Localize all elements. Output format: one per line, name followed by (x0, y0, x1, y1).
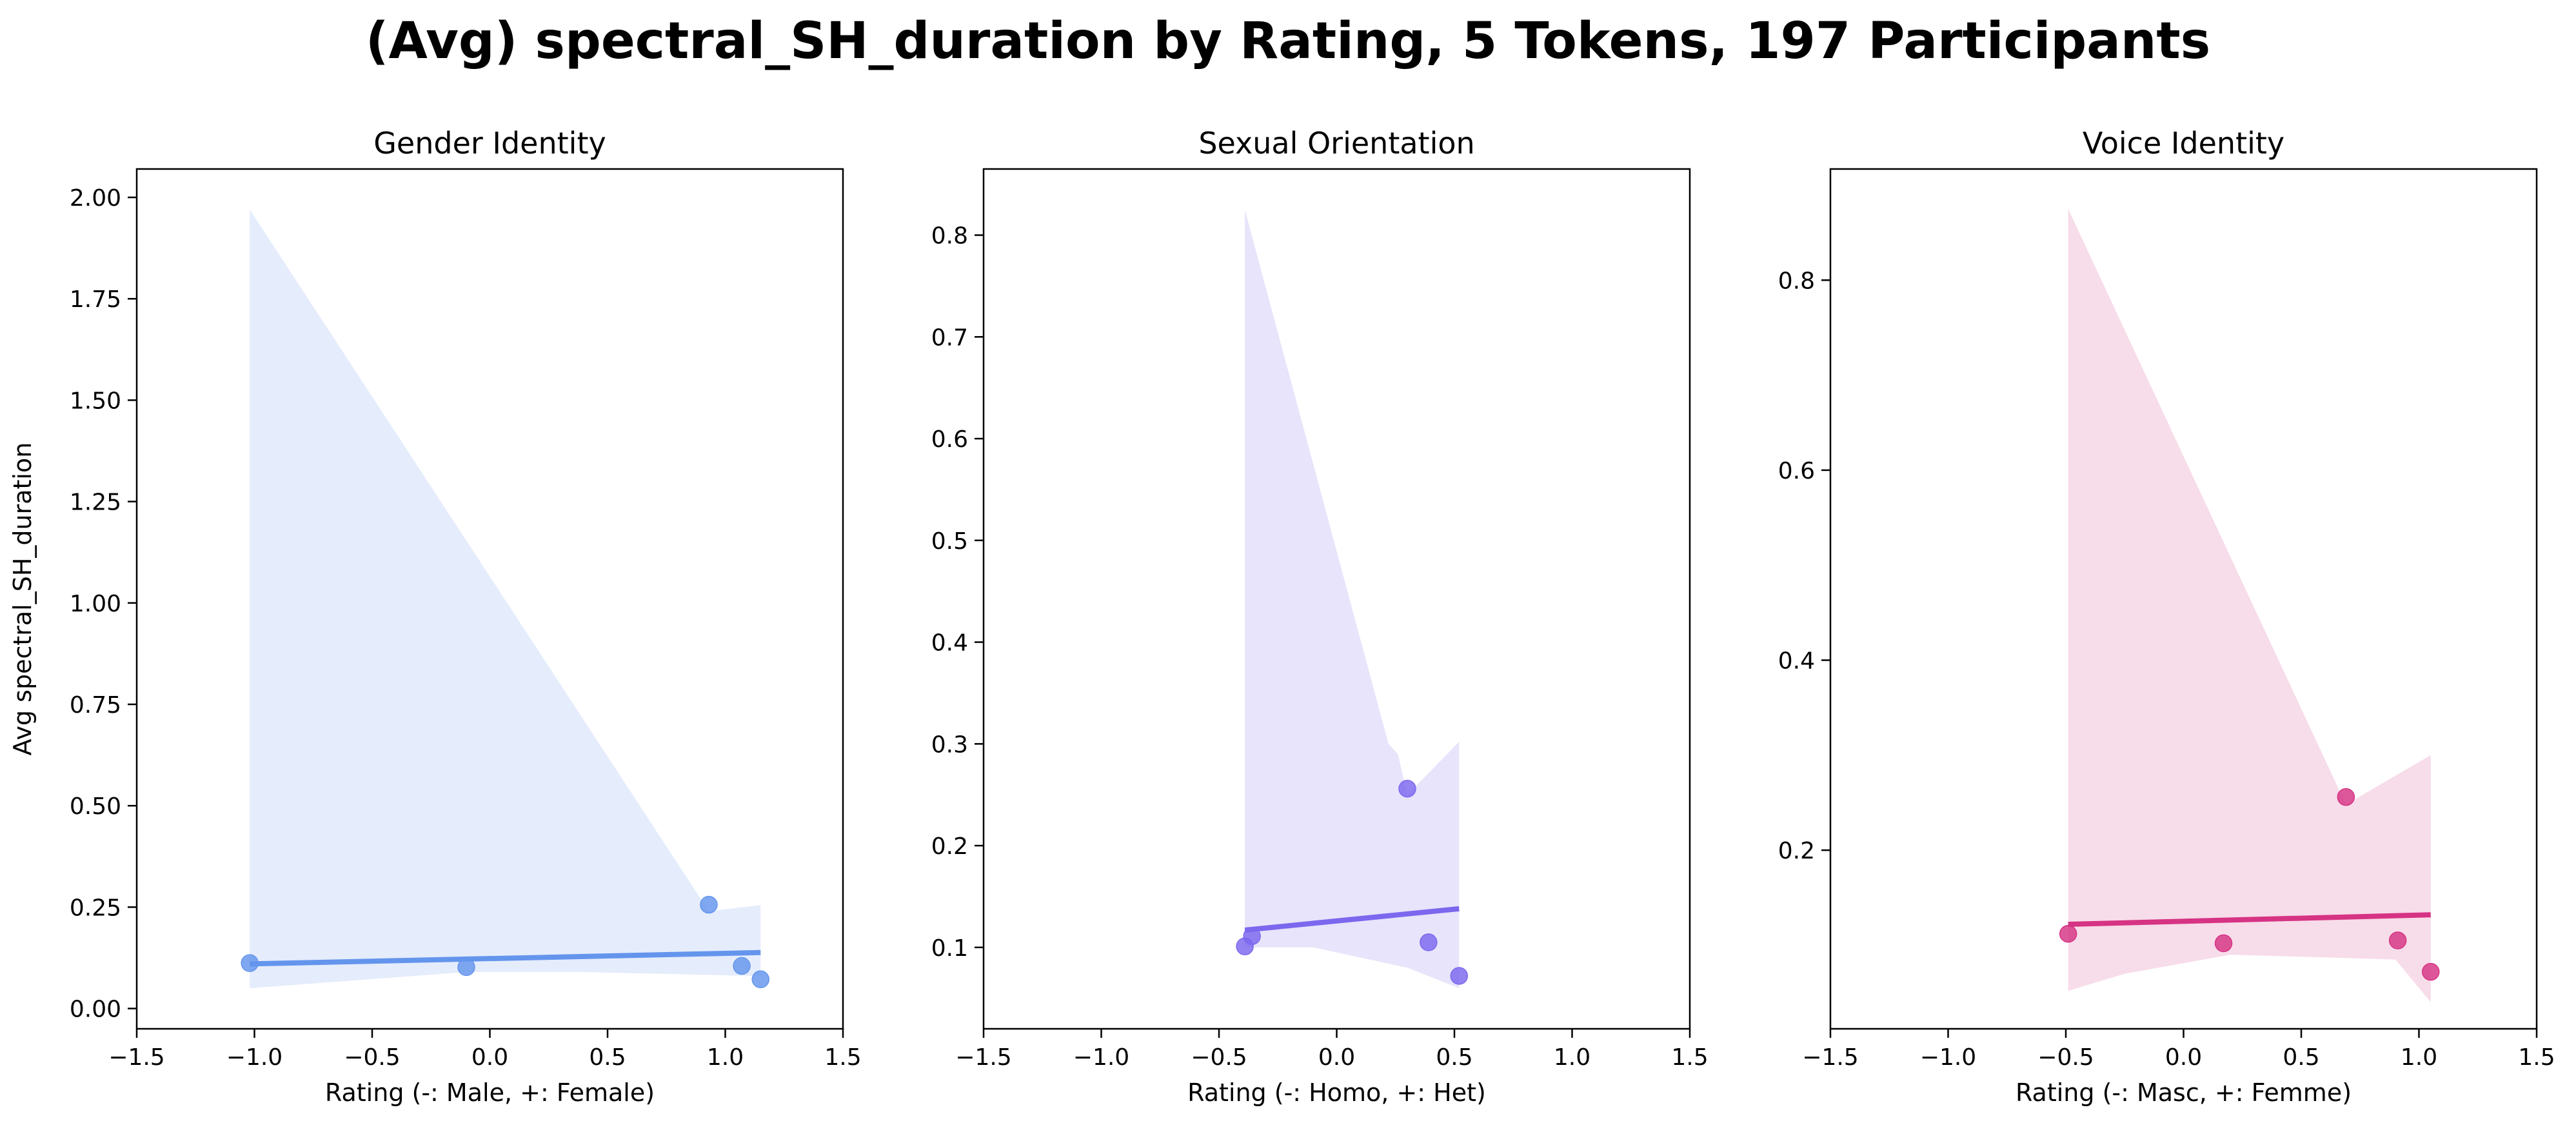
y-tick-label: 0.3 (931, 731, 968, 758)
data-point-5 (1450, 967, 1469, 985)
x-tick-label: 1.5 (824, 1044, 861, 1071)
regression-line (1244, 906, 1460, 933)
data-point-2 (457, 958, 475, 977)
regression-line (250, 949, 761, 967)
x-tick-label: 0.0 (1318, 1044, 1355, 1071)
panel-2: −1.5 −1.0 −0.5 0.0 0.5 1.0 1.5 0.1 0.2 0.3 0.4 0.5 0… (931, 126, 1709, 1107)
plot-area (241, 209, 769, 989)
chart-panels: −1.5 −1.0 −0.5 0.0 0.5 1.0 1.5 0.00 0.25 0.50 0.75… (8, 126, 2555, 1107)
confidence-band (1245, 210, 1460, 988)
y-tick-label: 0.2 (1778, 838, 1815, 864)
data-point-2 (2214, 934, 2233, 953)
panel-title: Sexual Orientation (1198, 126, 1474, 161)
data-point-3 (700, 895, 718, 914)
x-axis-label: Rating (-: Homo, +: Het) (1187, 1078, 1486, 1107)
x-axis-label: Rating (-: Male, +: Female) (325, 1078, 655, 1107)
x-tick-label: −1.5 (108, 1044, 164, 1071)
x-tick-label: −0.5 (2037, 1044, 2094, 1071)
x-tick-label: 0.0 (2165, 1044, 2202, 1071)
y-tick-label: 1.00 (70, 591, 121, 617)
data-point-2 (1243, 927, 1261, 946)
data-point-1 (241, 954, 259, 972)
x-tick-label: 0.0 (471, 1044, 508, 1071)
y-tick-label: 0.4 (1778, 648, 1815, 675)
y-tick-label: 0.8 (931, 223, 968, 250)
data-point-3 (2337, 788, 2355, 806)
y-tick-label: 0.4 (931, 630, 968, 657)
y-axis-label: Avg spectral_SH_duration (8, 442, 37, 756)
y-tick-label: 0.25 (70, 895, 121, 921)
data-point-4 (733, 957, 751, 975)
y-tick-label: 0.75 (70, 692, 121, 719)
panel-title: Voice Identity (2083, 126, 2284, 161)
panel-1: −1.5 −1.0 −0.5 0.0 0.5 1.0 1.5 0.00 0.25 0.50 0.75… (8, 126, 862, 1107)
y-tick-label: 1.25 (70, 490, 121, 516)
x-tick-label: −1.5 (1802, 1044, 1858, 1071)
y-tick-label: 2.00 (70, 185, 121, 212)
x-tick-label: −1.5 (955, 1044, 1011, 1071)
y-tick-label: 0.6 (931, 426, 968, 453)
y-tick-label: 0.00 (70, 997, 121, 1023)
data-point-1 (2059, 924, 2077, 943)
y-tick-label: 0.1 (931, 935, 968, 962)
x-tick-label: 1.0 (2401, 1044, 2437, 1071)
x-tick-label: 1.0 (707, 1044, 744, 1071)
confidence-band (250, 209, 761, 989)
plot-area (2059, 208, 2440, 1002)
y-tick-label: 0.5 (931, 528, 968, 555)
y-tick-label: 0.8 (1778, 268, 1815, 294)
x-tick-label: 1.5 (2518, 1044, 2555, 1071)
panel-3: −1.5 −1.0 −0.5 0.0 0.5 1.0 1.5 0.2 0.4 0.6 0.8 Voic… (1778, 126, 2555, 1107)
data-point-5 (751, 970, 769, 989)
x-tick-label: −0.5 (1191, 1044, 1247, 1071)
x-tick-label: −1.0 (226, 1044, 282, 1071)
data-point-3 (1398, 779, 1416, 798)
y-tick-label: 0.50 (70, 793, 121, 820)
x-tick-label: −1.0 (1920, 1044, 1976, 1071)
x-tick-label: −0.5 (344, 1044, 400, 1071)
y-tick-label: 0.6 (1778, 458, 1815, 484)
x-axis-label: Rating (-: Masc, +: Femme) (2016, 1078, 2352, 1107)
x-tick-label: 0.5 (2283, 1044, 2319, 1071)
data-point-5 (2422, 962, 2440, 981)
y-tick-label: 1.50 (70, 388, 121, 414)
y-tick-label: 0.2 (931, 833, 968, 860)
confidence-band (2068, 208, 2431, 1002)
regression-line (2068, 912, 2431, 927)
panel-title: Gender Identity (373, 126, 606, 161)
x-tick-label: 1.0 (1554, 1044, 1590, 1071)
figure-title: (Avg) spectral_SH_duration by Rating, 5 … (366, 12, 2210, 70)
x-tick-label: −1.0 (1073, 1044, 1129, 1071)
x-tick-label: 0.5 (1436, 1044, 1472, 1071)
x-tick-label: 0.5 (589, 1044, 626, 1071)
plot-area (1236, 210, 1469, 988)
data-point-4 (2388, 931, 2407, 949)
y-tick-label: 0.7 (931, 324, 968, 351)
x-tick-label: 1.5 (1671, 1044, 1708, 1071)
data-point-4 (1420, 933, 1438, 951)
y-tick-label: 1.75 (70, 286, 121, 313)
